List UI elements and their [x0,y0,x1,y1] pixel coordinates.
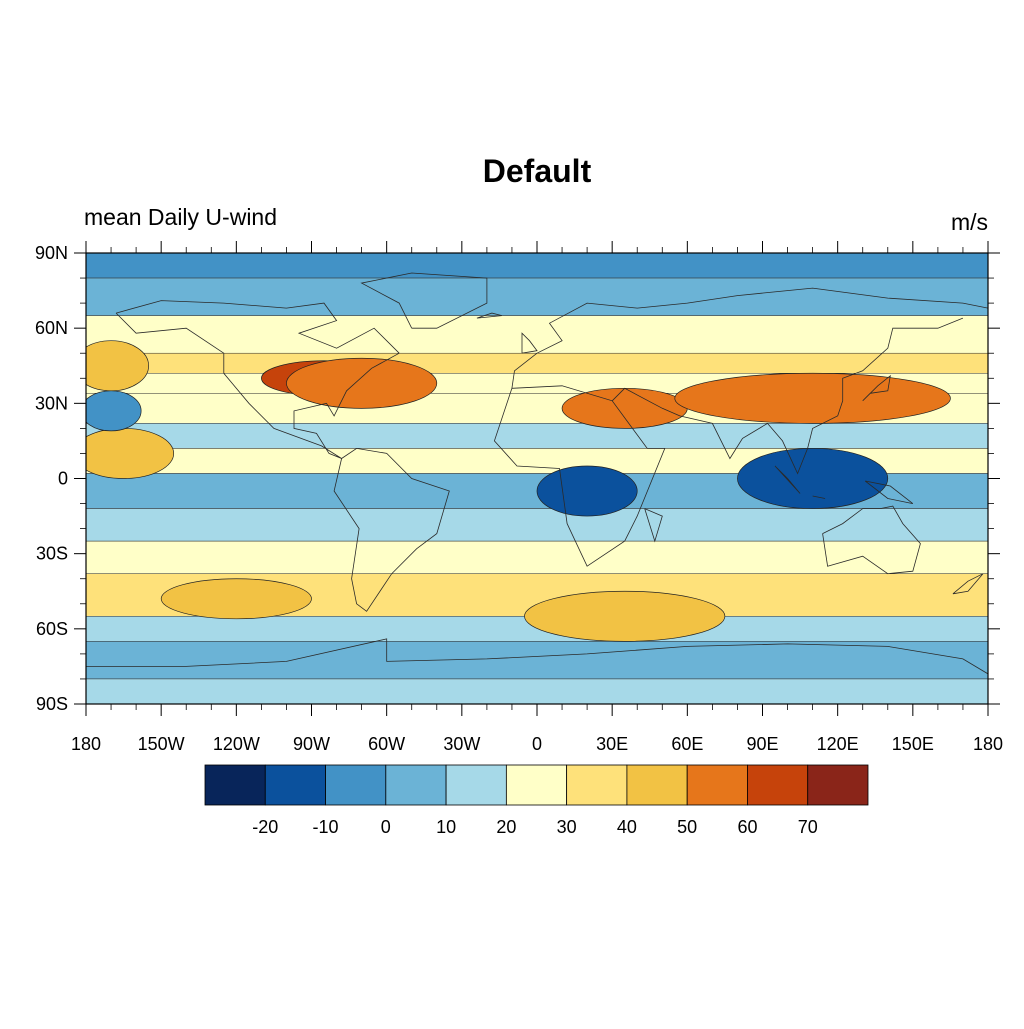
colorbar-swatch [566,764,628,806]
colorbar-label: 10 [436,817,456,837]
colorbar-swatch [505,764,568,806]
coastline [86,638,988,675]
coastline [476,312,502,319]
x-tick-label: 60E [671,734,703,754]
coastline [115,300,400,459]
wind-feature [524,590,726,642]
colorbar-swatch [385,764,447,806]
wind-band [86,641,988,680]
x-tick-label: 30E [596,734,628,754]
wind-feature [737,448,889,509]
x-tick-label: 0 [532,734,542,754]
left-string: mean Daily U-wind [84,204,277,230]
colorbar-label: 70 [798,817,818,837]
x-tick-label: 180 [71,734,101,754]
x-tick-label: 120E [817,734,859,754]
y-tick-label: 60S [36,619,68,639]
colorbar-label: 50 [677,817,697,837]
colorbar-label: 0 [381,817,391,837]
colorbar-label: 20 [496,817,516,837]
colorbar-swatch [325,764,387,806]
colorbar-label: 30 [557,817,577,837]
wind-feature [561,387,688,429]
wind-feature [86,340,149,392]
colorbar-swatch [807,764,869,806]
colorbar-swatch [686,764,748,806]
y-tick-label: 90N [35,243,68,263]
coastline [511,287,988,389]
coastline [611,317,964,475]
coastline [333,447,450,612]
y-tick-label: 60N [35,318,68,338]
colorbar: -20 -10 0 10 20 30 40 50 60 70 [204,764,869,837]
wind-feature [86,428,175,479]
coastline [360,272,488,329]
wind-band [86,540,988,574]
coastlines [86,272,988,675]
wind-feature [160,578,312,620]
colorbar-swatch [264,764,326,806]
colorbar-swatch [445,764,507,806]
units-label: m/s [951,209,988,235]
map-plot-area [86,253,988,704]
colorbar-label: -10 [313,817,339,837]
x-tick-label: 90E [746,734,778,754]
colorbar-label: 60 [737,817,757,837]
wind-band [86,277,988,316]
colorbar-swatch [626,764,688,806]
wind-features [86,340,951,642]
coastline [822,505,921,575]
colorbar-label: 40 [617,817,637,837]
y-tick-label: 90S [36,694,68,714]
chart-title: Default [483,153,592,189]
x-tick-label: 60W [368,734,405,754]
x-tick-label: 150E [892,734,934,754]
y-tick-label: 30S [36,544,68,564]
colorbar-swatch [747,764,809,806]
y-tick-label: 30N [35,393,68,413]
coastline [864,480,914,504]
wind-feature [86,390,142,432]
x-tick-label: 90W [293,734,330,754]
x-axis: 180 150W 120W 90W 60W 30W 0 30E 60E 90E 120E 150E 18… [71,241,1003,754]
coastline [774,465,801,494]
wind-band [86,352,988,374]
wind-band [86,678,988,704]
wind-band [86,253,988,279]
colorbar-swatch [204,764,266,806]
wind-feature [674,372,951,424]
wind-bands [86,253,988,704]
y-tick-label: 0 [58,469,68,489]
x-tick-label: 150W [138,734,185,754]
y-axis: 90N 60N 30N 0 30S 60S 90S [35,243,1000,714]
colorbar-label: -20 [252,817,278,837]
coastline [952,573,984,595]
wind-band [86,423,988,449]
wind-band [86,508,988,542]
coastline [521,332,538,354]
coastline [812,495,826,499]
x-tick-label: 120W [213,734,260,754]
coastline [862,374,891,402]
wind-feature [286,357,438,409]
wind-feature [536,465,638,517]
x-tick-label: 30W [443,734,480,754]
coastline [644,508,663,543]
wind-band [86,315,988,354]
x-tick-label: 180 [973,734,1003,754]
